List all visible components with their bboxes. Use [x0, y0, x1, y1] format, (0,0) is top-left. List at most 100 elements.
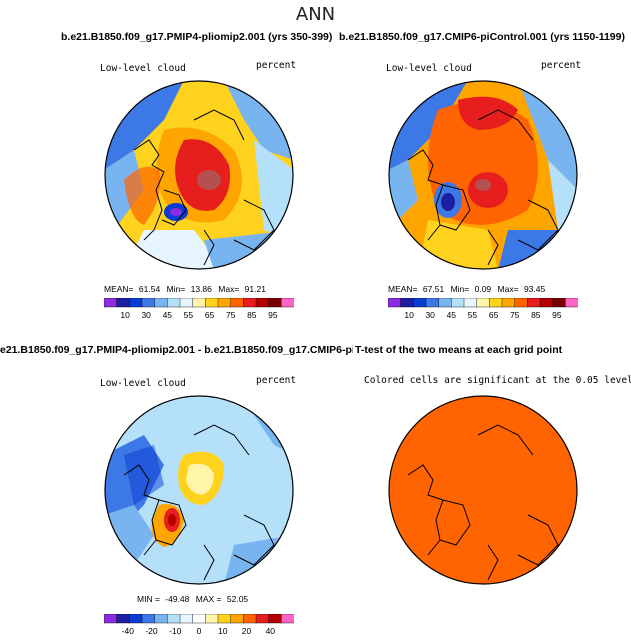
- colorbar-cell: [552, 297, 566, 308]
- colorbar-cell: [255, 297, 270, 308]
- panel1-title: b.e21.B1850.f09_g17.PMIP4-pliomip2.001 (…: [61, 31, 333, 43]
- stat-min-label: Min=: [166, 284, 186, 294]
- colorbar-tick-label: 75: [510, 310, 520, 320]
- colorbar-tick-label: 10: [404, 310, 414, 320]
- colorbar-cell: [400, 297, 414, 308]
- colorbar-cell: [451, 297, 465, 308]
- colorbar-cell: [205, 613, 219, 624]
- stat-max: 93.45: [523, 284, 546, 294]
- colorbar-panel3: -40 -20 -10 0 10 20 40: [103, 613, 295, 640]
- colorbar-cell: [243, 613, 257, 624]
- panel2-stats: MEAN= 67.51 Min= 0.09 Max= 93.45: [388, 284, 545, 294]
- colorbar-tick-label: 30: [425, 310, 435, 320]
- map-panel1: [104, 80, 294, 270]
- stat-min-label: Min=: [450, 284, 470, 294]
- colorbar-tick-label: -10: [169, 626, 182, 636]
- colorbar-cell: [192, 613, 206, 624]
- stat-max: 91.21: [244, 284, 266, 294]
- panel3-right-label: percent: [256, 375, 297, 386]
- colorbar-cell: [141, 613, 156, 624]
- colorbar-cell: [243, 297, 257, 308]
- map-panel3: [104, 395, 294, 585]
- colorbar-cell: [281, 297, 295, 308]
- colorbar-panel2: 10 30 45 55 65 75 85 95: [387, 297, 579, 324]
- colorbar-cell: [154, 297, 168, 308]
- colorbar-cell: [268, 297, 282, 308]
- colorbar-cell: [413, 297, 427, 308]
- colorbar-cell: [501, 297, 516, 308]
- colorbar-cell: [281, 613, 295, 624]
- colorbar-cell: [438, 297, 452, 308]
- stat-min: 0.09: [474, 284, 492, 294]
- colorbar-cell: [103, 613, 118, 624]
- colorbar-cell: [463, 297, 478, 308]
- colorbar-tick-label: 95: [552, 310, 562, 320]
- colorbar-cell: [230, 297, 244, 308]
- colorbar-cell: [527, 297, 541, 308]
- colorbar-cell: [230, 613, 244, 624]
- panel2-right-label: percent: [541, 60, 582, 71]
- colorbar-tick-label: 55: [184, 310, 194, 320]
- colorbar-tick-label: 10: [218, 626, 228, 636]
- colorbar-cell: [103, 297, 118, 308]
- colorbar-cell: [129, 297, 143, 308]
- stat-mean-label: MEAN=: [388, 284, 418, 294]
- panel1-stats: MEAN= 61.54 Min= 13.86 Max= 91.21: [104, 284, 266, 294]
- colorbar-cell: [179, 613, 194, 624]
- stat-min: 13.86: [190, 284, 212, 294]
- colorbar-tick-label: -40: [122, 626, 135, 636]
- colorbar-cell: [129, 613, 143, 624]
- stat-min-label: MIN =: [137, 594, 160, 604]
- stat-max: 52.05: [226, 594, 249, 604]
- colorbar-cell: [205, 297, 219, 308]
- panel2-left-label: Low-level cloud: [386, 63, 472, 74]
- colorbar-cell: [141, 297, 156, 308]
- colorbar-cell: [116, 297, 130, 308]
- panel3-stats: MIN = -49.48 MAX = 52.05: [137, 594, 248, 604]
- colorbar-panel1: 10 30 45 55 65 75 85 95: [103, 297, 295, 324]
- colorbar-tick-label: 65: [205, 310, 215, 320]
- colorbar-tick-label: 55: [468, 310, 478, 320]
- significance-fill: [389, 396, 577, 584]
- colorbar-cell: [167, 297, 181, 308]
- colorbar-svg: -40 -20 -10 0 10 20 40: [103, 613, 295, 636]
- panel3-left-label: Low-level cloud: [100, 378, 186, 389]
- colorbar-svg: 10 30 45 55 65 75 85 95: [103, 297, 295, 320]
- colorbar-tick-label: 45: [163, 310, 173, 320]
- map-panel4: [388, 395, 578, 585]
- colorbar-tick-label: 0: [197, 626, 202, 636]
- stat-max-label: MAX =: [195, 594, 222, 604]
- colorbar-cell: [167, 613, 181, 624]
- colorbar-cell: [387, 297, 402, 308]
- colorbar-tick-label: 85: [531, 310, 541, 320]
- stat-min: -49.48: [165, 594, 190, 604]
- stat-max-label: Max=: [497, 284, 519, 294]
- colorbar-cell: [514, 297, 528, 308]
- map-panel2: [388, 80, 578, 270]
- panel3-title: e21.B1850.f09_g17.PMIP4-pliomip2.001 - b…: [0, 344, 413, 356]
- colorbar-tick-label: 95: [268, 310, 278, 320]
- stat-mean-label: MEAN=: [104, 284, 134, 294]
- colorbar-tick-label: 75: [226, 310, 236, 320]
- colorbar-cell: [425, 297, 440, 308]
- colorbar-cell: [255, 613, 270, 624]
- panel2-title: b.e21.B1850.f09_g17.CMIP6-piControl.001 …: [339, 31, 625, 43]
- main-title: ANN: [295, 4, 336, 25]
- stat-mean: 67.51: [422, 284, 445, 294]
- colorbar-tick-label: -20: [145, 626, 158, 636]
- colorbar-cell: [489, 297, 503, 308]
- colorbar-tick-label: 30: [141, 310, 151, 320]
- stat-mean: 61.54: [138, 284, 161, 294]
- colorbar-cell: [476, 297, 490, 308]
- colorbar-tick-label: 10: [120, 310, 130, 320]
- stat-max-label: Max=: [218, 284, 240, 294]
- panel4-title: T-test of the two means at each grid poi…: [353, 344, 563, 356]
- colorbar-tick-label: 65: [489, 310, 499, 320]
- colorbar-tick-label: 40: [266, 626, 276, 636]
- colorbar-cell: [217, 297, 232, 308]
- colorbar-cell: [192, 297, 206, 308]
- colorbar-cell: [268, 613, 282, 624]
- panel1-right-label: percent: [256, 60, 297, 71]
- colorbar-cell: [179, 297, 194, 308]
- colorbar-svg: 10 30 45 55 65 75 85 95: [387, 297, 579, 320]
